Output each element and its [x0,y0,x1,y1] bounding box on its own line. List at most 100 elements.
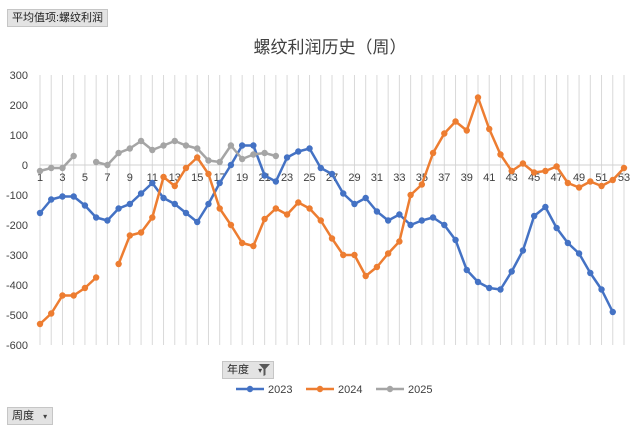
y-tick-label: -200 [6,220,28,232]
week-field-label: 周度 [12,410,34,422]
data-point [92,158,100,166]
x-tick-label: 39 [461,172,473,184]
data-point [564,179,572,187]
data-point [59,292,66,299]
data-point [250,242,257,250]
x-tick-label: 37 [438,172,450,184]
data-point [70,193,77,200]
data-point [620,164,628,172]
data-point [497,151,504,158]
data-point [317,217,324,224]
data-point [194,145,201,152]
data-point [160,142,167,149]
data-point [36,167,44,175]
data-point [104,217,111,224]
y-axis-tick-labels: 300 200 100 0 -100 -200 -300 -400 -500 -600 [6,70,28,352]
data-point [575,184,583,191]
data-point [149,179,156,187]
value-field-button[interactable]: 平均值项:螺纹利润 [7,9,109,27]
x-tick-label: 7 [104,172,110,184]
data-point [160,173,167,181]
data-point [104,161,111,169]
series-line [117,96,625,278]
week-field-button[interactable]: 周度 ▾ [7,407,53,425]
x-tick-label: 47 [550,172,562,184]
data-point [283,154,291,161]
x-tick-label: 5 [82,172,88,184]
x-tick-label: 19 [236,172,248,184]
data-point [137,190,145,197]
data-point [474,94,482,101]
data-point [328,235,336,242]
data-point [81,202,89,209]
data-point [575,250,583,257]
series-line [39,276,98,325]
series-line [39,155,75,173]
data-point [272,178,280,185]
x-axis-tick-labels: 1357911131517192123252729313335373941434… [37,172,630,184]
data-point [216,158,223,166]
data-point [429,214,437,221]
y-tick-label: 100 [10,130,28,142]
legend-item-2025: 2025 [376,384,432,396]
vertical-gridlines [39,75,625,345]
x-tick-label: 9 [127,172,133,184]
year-field-label: 年度 [227,364,249,376]
y-tick-label: -300 [6,250,28,262]
data-point [373,208,381,215]
value-field-label: 平均值项:螺纹利润 [12,12,104,24]
data-point [519,247,527,254]
x-tick-label: 33 [393,172,405,184]
data-point [261,149,268,157]
legend-label: 2024 [338,384,362,396]
x-tick-label: 25 [303,172,315,184]
data-point [418,181,426,188]
data-point [149,146,156,154]
data-point [407,221,414,229]
data-point [452,236,459,244]
x-tick-label: 43 [506,172,518,184]
data-point [418,217,426,224]
series-line [39,144,614,313]
data-point [564,239,572,247]
series-lines [36,94,628,328]
y-tick-label: -500 [6,310,28,322]
legend-label: 2023 [268,384,292,396]
data-point [126,200,134,208]
y-tick-label: 0 [22,160,28,172]
series-2023 [36,142,616,316]
data-point [171,137,178,145]
data-point [238,239,246,247]
data-point [396,238,403,245]
data-point [530,169,538,176]
data-point [497,286,504,293]
data-point [553,224,560,232]
data-point [92,214,100,221]
series-2024 [36,94,628,328]
legend-marker [316,385,324,393]
data-point [115,260,122,268]
data-point [486,284,493,292]
data-point [306,145,313,152]
data-point [137,137,145,145]
x-tick-label: 29 [348,172,360,184]
data-point [250,151,257,158]
data-point [530,212,538,220]
data-point [272,205,280,212]
year-filter-button[interactable]: 年度 ▾ [222,361,274,379]
data-point [441,130,448,137]
data-point [351,200,358,208]
chevron-down-icon: ▾ [258,366,263,375]
data-point [261,172,268,179]
legend-item-2023: 2023 [236,384,292,396]
data-point [216,179,223,187]
data-point [137,229,145,236]
data-point [598,182,605,190]
data-point [542,203,549,211]
x-tick-label: 53 [618,172,630,184]
data-point [126,232,134,239]
data-point [182,209,190,217]
x-tick-label: 17 [214,172,226,184]
data-point [272,152,280,160]
